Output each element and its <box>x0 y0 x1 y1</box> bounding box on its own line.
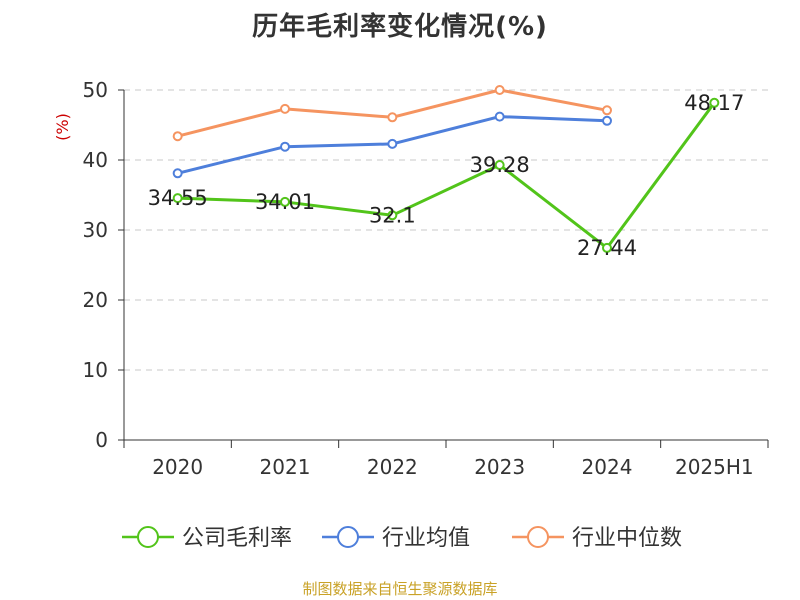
data-point <box>494 111 505 122</box>
x-tick-label: 2025H1 <box>675 455 754 479</box>
legend-label: 行业均值 <box>382 526 470 551</box>
data-point <box>172 193 183 204</box>
x-tick-label: 2022 <box>367 455 418 479</box>
data-point <box>387 210 398 221</box>
data-label-layer: 34.55 34.01 32.1 39.28 27.44 48.17 <box>148 91 745 260</box>
legend-label: 行业中位数 <box>572 526 682 551</box>
chart-title: 历年毛利率变化情况(%) <box>252 12 548 42</box>
data-point <box>387 112 398 123</box>
data-point <box>280 196 290 207</box>
legend-marker <box>137 526 159 548</box>
data-point <box>494 85 505 95</box>
x-tick-label: 2021 <box>260 455 311 479</box>
data-point <box>709 97 720 108</box>
legend-marker <box>527 526 549 548</box>
data-source-note: 制图数据来自恒生聚源数据库 <box>302 580 498 598</box>
data-label: 39.28 <box>470 153 530 177</box>
y-axis-title: (%) <box>53 113 72 141</box>
data-point <box>280 103 290 114</box>
data-point <box>387 138 398 149</box>
data-label: 34.01 <box>255 190 315 214</box>
data-point <box>172 168 183 179</box>
x-tick-label: 2023 <box>474 455 525 479</box>
data-point <box>602 105 612 116</box>
data-label: 27.44 <box>577 236 637 260</box>
series-line <box>177 101 716 250</box>
y-tick-label: 50 <box>83 78 108 102</box>
x-tick-label: 2024 <box>582 455 633 479</box>
x-tick-label: 2020 <box>152 455 203 479</box>
series-layer <box>172 85 720 253</box>
data-label: 34.55 <box>148 186 208 210</box>
data-label: 32.1 <box>369 203 416 227</box>
data-point <box>602 115 612 126</box>
data-point <box>280 141 290 152</box>
y-tick-label: 40 <box>83 148 108 172</box>
data-label: 48.17 <box>684 91 744 115</box>
axis-layer: 0 10 20 30 40 50 (%) 2020 2021 2022 2023 2024 2025H1 <box>53 78 769 479</box>
y-tick-label: 30 <box>83 218 108 242</box>
legend: 公司毛利率 行业均值 行业中位数 <box>122 526 682 551</box>
data-point <box>172 131 183 142</box>
data-point <box>602 242 612 253</box>
legend-label: 公司毛利率 <box>182 526 292 551</box>
y-tick-label: 0 <box>95 428 108 452</box>
y-tick-label: 20 <box>83 288 108 312</box>
legend-marker <box>337 526 359 548</box>
grid-layer <box>124 89 768 371</box>
y-tick-label: 10 <box>83 358 108 382</box>
data-point <box>494 160 505 171</box>
